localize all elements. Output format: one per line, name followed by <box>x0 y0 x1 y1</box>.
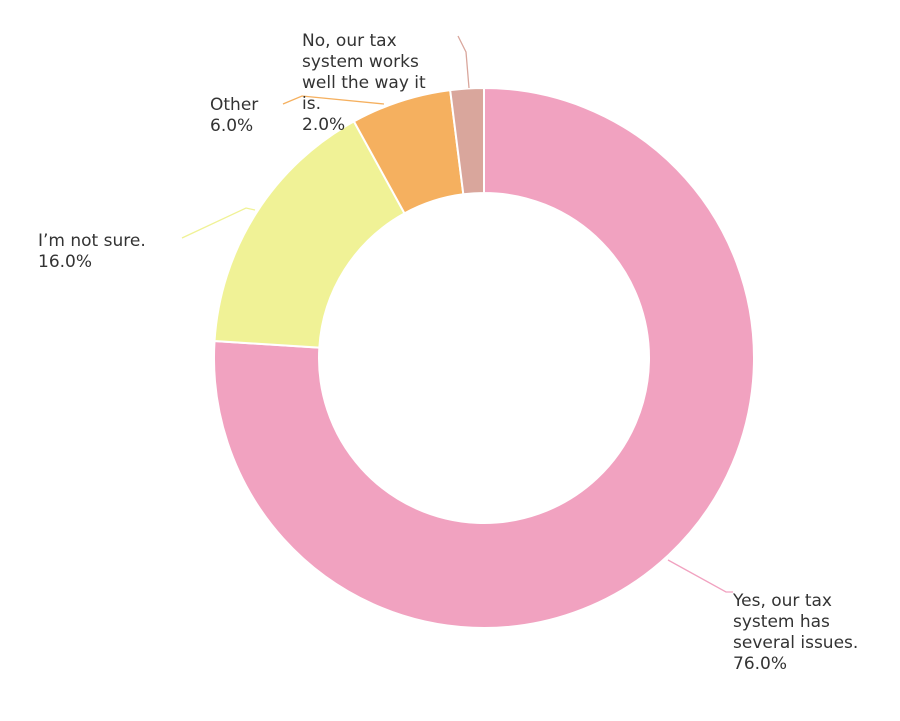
slice-value-label: 6.0% <box>210 116 253 136</box>
slice-value-label: 16.0% <box>38 252 92 272</box>
slice-no[interactable] <box>449 86 485 196</box>
slices <box>213 86 755 629</box>
slice-label-line: well the way it <box>302 73 426 93</box>
leader-line-yes <box>667 559 733 593</box>
slice-label-unsure: I’m not sure. 16.0% <box>38 231 146 272</box>
leader-lines <box>181 35 733 593</box>
slice-label-line: system has <box>733 612 830 632</box>
slice-label-line: several issues. <box>733 633 858 653</box>
slice-value-label: 76.0% <box>733 654 787 674</box>
leader-line-no <box>457 35 470 89</box>
leader-line-unsure <box>181 207 256 239</box>
slice-label-other: Other 6.0% <box>210 95 258 136</box>
slice-label-no: No, our tax system works well the way it is… <box>302 31 426 135</box>
slice-yes[interactable] <box>213 86 755 629</box>
slice-label-line: is. <box>302 94 321 114</box>
slice-label-yes: Yes, our tax system has several issues. 76.… <box>732 591 858 674</box>
slice-value-label: 2.0% <box>302 115 345 135</box>
slice-label-line: Yes, our tax <box>732 591 832 611</box>
slice-label-line: No, our tax <box>302 31 397 51</box>
leader-line-other <box>282 95 385 105</box>
slice-label-line: Other <box>210 95 258 115</box>
slice-label-line: system works <box>302 52 419 72</box>
slice-label-line: I’m not sure. <box>38 231 146 251</box>
slice-labels: Yes, our tax system has several issues. 76.… <box>38 31 858 674</box>
